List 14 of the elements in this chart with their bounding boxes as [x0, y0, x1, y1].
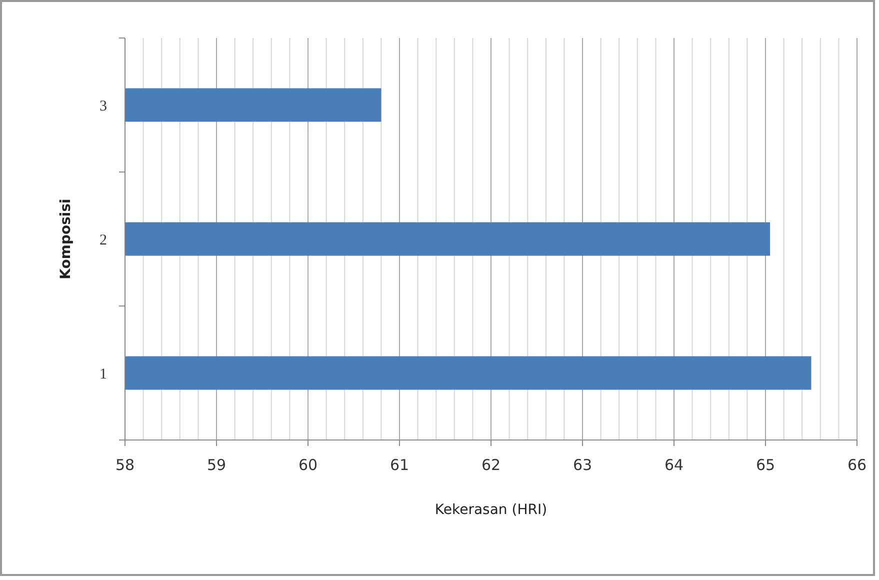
x-tick-label: 59 — [206, 456, 226, 474]
x-axis-title: Kekerasan (HRI) — [434, 502, 548, 518]
x-tick-label: 64 — [664, 456, 684, 474]
x-tick-label: 66 — [847, 456, 867, 474]
y-tick-label: 2 — [100, 232, 107, 248]
x-tick-label: 62 — [481, 456, 501, 474]
x-tick-label: 63 — [572, 456, 592, 474]
y-axis-title: Komposisi — [58, 198, 74, 280]
y-tick-label: 3 — [100, 98, 107, 114]
x-tick-label: 58 — [115, 456, 135, 474]
x-tick-label: 65 — [756, 456, 776, 474]
x-tick-label: 61 — [390, 456, 410, 474]
y-tick-label: 1 — [100, 366, 107, 382]
x-tick-label: 60 — [298, 456, 318, 474]
